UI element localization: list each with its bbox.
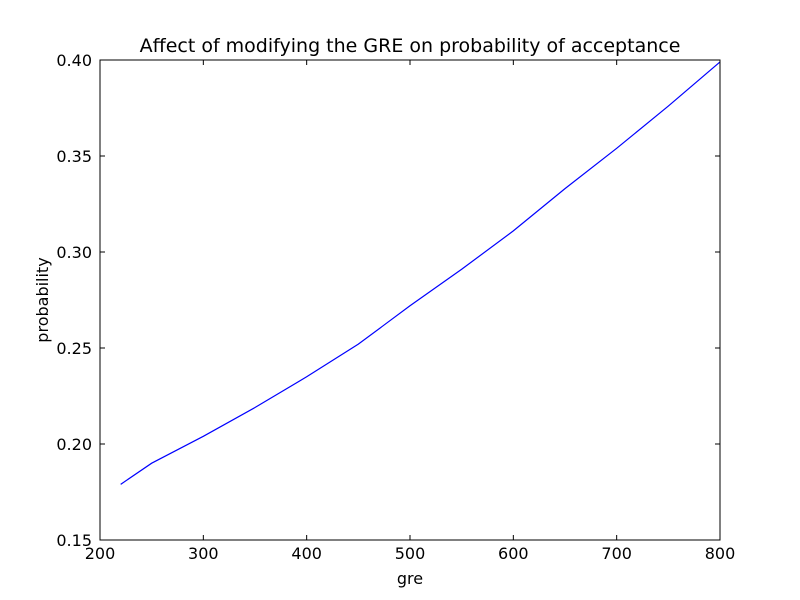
x-tick-label-0: 200 [85, 544, 116, 563]
x-tick-label-4: 600 [498, 544, 529, 563]
series-line-0 [120, 61, 721, 485]
y-tick-label-5: 0.40 [56, 51, 92, 70]
x-tick-label-3: 500 [395, 544, 426, 563]
chart-title: Affect of modifying the GRE on probabili… [140, 35, 681, 57]
y-tick-label-4: 0.35 [56, 147, 92, 166]
y-tick-label-2: 0.25 [56, 339, 92, 358]
y-axis-label: probability [33, 257, 52, 342]
x-axis-label: gre [397, 569, 423, 588]
x-tick-label-2: 400 [291, 544, 322, 563]
x-tick-label-1: 300 [188, 544, 219, 563]
plot-frame [99, 59, 721, 541]
x-tick-label-6: 800 [705, 544, 736, 563]
y-tick-label-1: 0.20 [56, 435, 92, 454]
y-tick-label-0: 0.15 [56, 531, 92, 550]
x-tick-label-5: 700 [601, 544, 632, 563]
plot-area: 200 300 400 500 600 700 800 0.15 0.20 0.25 0.30 0.3… [56, 51, 735, 563]
y-tick-label-3: 0.30 [56, 243, 92, 262]
